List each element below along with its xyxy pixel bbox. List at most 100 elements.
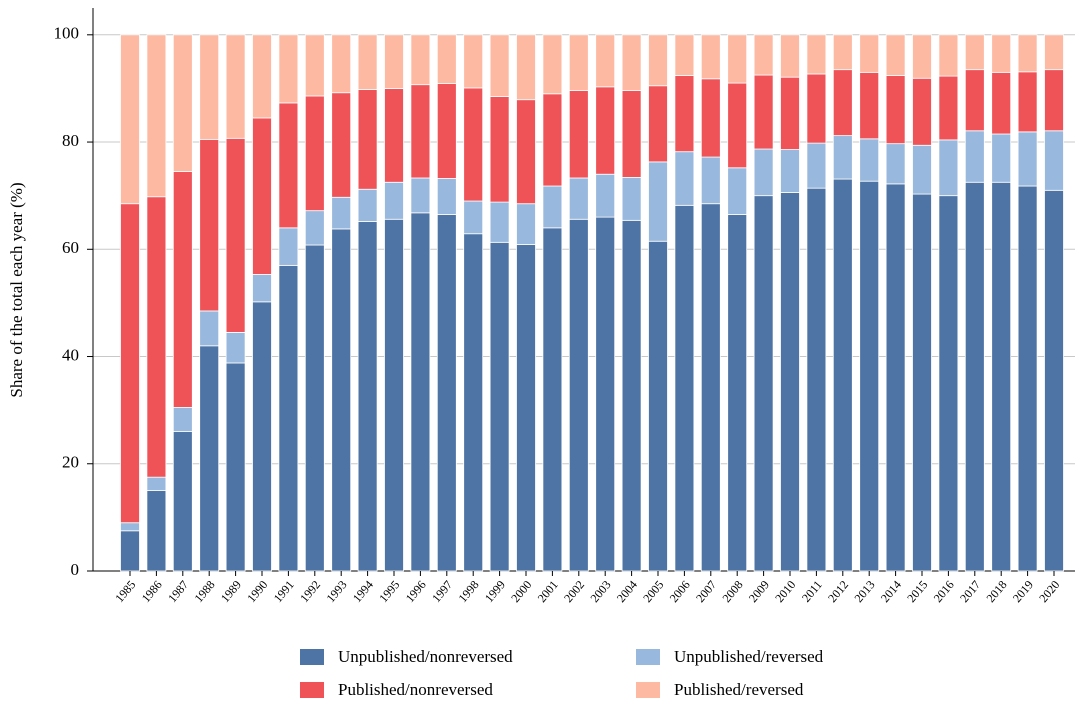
bar-segment <box>806 187 827 572</box>
bar-segment <box>753 195 774 572</box>
bar-segment <box>172 34 193 172</box>
x-tick-label: 2010 <box>772 578 798 605</box>
x-tick-label: 1992 <box>297 578 323 605</box>
bar-segment <box>489 201 510 243</box>
bar-segment <box>912 34 932 79</box>
bar-segment <box>199 138 220 312</box>
bar-segment <box>753 34 774 76</box>
x-tick-label: 2007 <box>693 578 719 605</box>
x-tick-label: 2015 <box>904 578 930 605</box>
x-tick-label: 2008 <box>719 578 745 605</box>
legend-swatch <box>636 682 660 698</box>
bar-segment <box>780 76 800 150</box>
bar-segment <box>410 177 431 214</box>
bar-segment <box>1017 34 1038 73</box>
bar-segment <box>120 530 140 572</box>
bar-segment <box>436 214 457 572</box>
bar-segment <box>885 34 906 76</box>
bar-segment <box>700 203 721 572</box>
bar-segment <box>780 34 800 78</box>
bar-segment <box>648 85 668 163</box>
bar-segment <box>621 177 642 221</box>
bar-segment <box>1044 34 1064 71</box>
x-tick-label: 1985 <box>112 578 138 605</box>
bar-segment <box>568 177 589 220</box>
bar-segment <box>727 34 748 84</box>
bar-segment <box>885 143 906 185</box>
bar-segment <box>146 490 167 572</box>
bar-segment <box>964 69 985 132</box>
bar-segment <box>304 210 325 246</box>
bar-segment <box>463 233 484 572</box>
x-tick-label: 2000 <box>508 578 534 605</box>
x-tick-label: 2014 <box>878 578 904 605</box>
bar-segment <box>410 84 431 179</box>
bar-segment <box>516 203 536 245</box>
bar-segment <box>674 204 695 572</box>
bar-segment <box>516 99 536 205</box>
bar-segment <box>384 218 404 572</box>
y-tick-label: 40 <box>62 345 79 364</box>
bar-segment <box>542 34 563 95</box>
x-tick-label: 2009 <box>746 578 772 605</box>
bar-segment <box>832 178 853 572</box>
bar-segment <box>859 180 880 572</box>
x-tick-label: 2006 <box>667 578 693 605</box>
bar-segment <box>357 34 378 90</box>
bar-segment <box>489 241 510 572</box>
bar-segment <box>780 149 800 193</box>
bar-segment <box>964 34 985 71</box>
legend-label: Published/nonreversed <box>338 680 493 699</box>
bar-segment <box>753 148 774 197</box>
bar-segment <box>674 151 695 206</box>
bar-segment <box>964 130 985 183</box>
bar-segment <box>991 71 1012 135</box>
bar-segment <box>542 227 563 572</box>
bar-segment <box>357 221 378 572</box>
bar-segment <box>304 34 325 97</box>
bar-segment <box>278 264 299 572</box>
y-tick-label: 0 <box>71 560 80 579</box>
bar-segment <box>568 90 589 179</box>
x-tick-label: 2005 <box>640 578 666 605</box>
bar-segment <box>304 95 325 212</box>
bar-segment <box>806 34 827 75</box>
bar-segment <box>806 142 827 189</box>
bar-segment <box>595 86 616 175</box>
bar-segment <box>674 75 695 153</box>
bar-segment <box>278 227 299 266</box>
x-tick-label: 2002 <box>561 578 587 605</box>
bar-segment <box>357 89 378 190</box>
x-tick-label: 2020 <box>1036 578 1062 605</box>
x-tick-label: 2016 <box>931 578 957 605</box>
bar-segment <box>463 34 484 89</box>
bar-segment <box>727 82 748 169</box>
bar-segment <box>225 331 246 364</box>
bar-segment <box>516 244 536 572</box>
bar-segment <box>700 78 721 158</box>
bar-segment <box>172 431 193 572</box>
bar-segment <box>146 196 167 478</box>
bar-segment <box>568 34 589 91</box>
bar-segment <box>1044 189 1064 572</box>
x-tick-label: 1990 <box>244 578 270 605</box>
bar-segment <box>832 135 853 180</box>
bar-segment <box>410 212 431 572</box>
x-tick-label: 1999 <box>482 578 508 605</box>
bar-segment <box>621 219 642 572</box>
bar-segment <box>225 362 246 572</box>
legend-label: Unpublished/nonreversed <box>338 647 513 666</box>
x-tick-label: 1997 <box>429 578 455 605</box>
bar-segment <box>436 34 457 85</box>
bar-segment <box>648 161 668 242</box>
x-tick-label: 1996 <box>403 578 429 605</box>
bar-segment <box>938 195 959 572</box>
bar-segment <box>859 138 880 182</box>
bar-segment <box>700 156 721 205</box>
x-tick-label: 2017 <box>957 578 983 605</box>
y-tick-label: 80 <box>62 131 79 150</box>
bar-segment <box>727 167 748 215</box>
x-tick-label: 1993 <box>323 578 349 605</box>
bar-segment <box>621 34 642 91</box>
bar-segment <box>991 181 1012 572</box>
